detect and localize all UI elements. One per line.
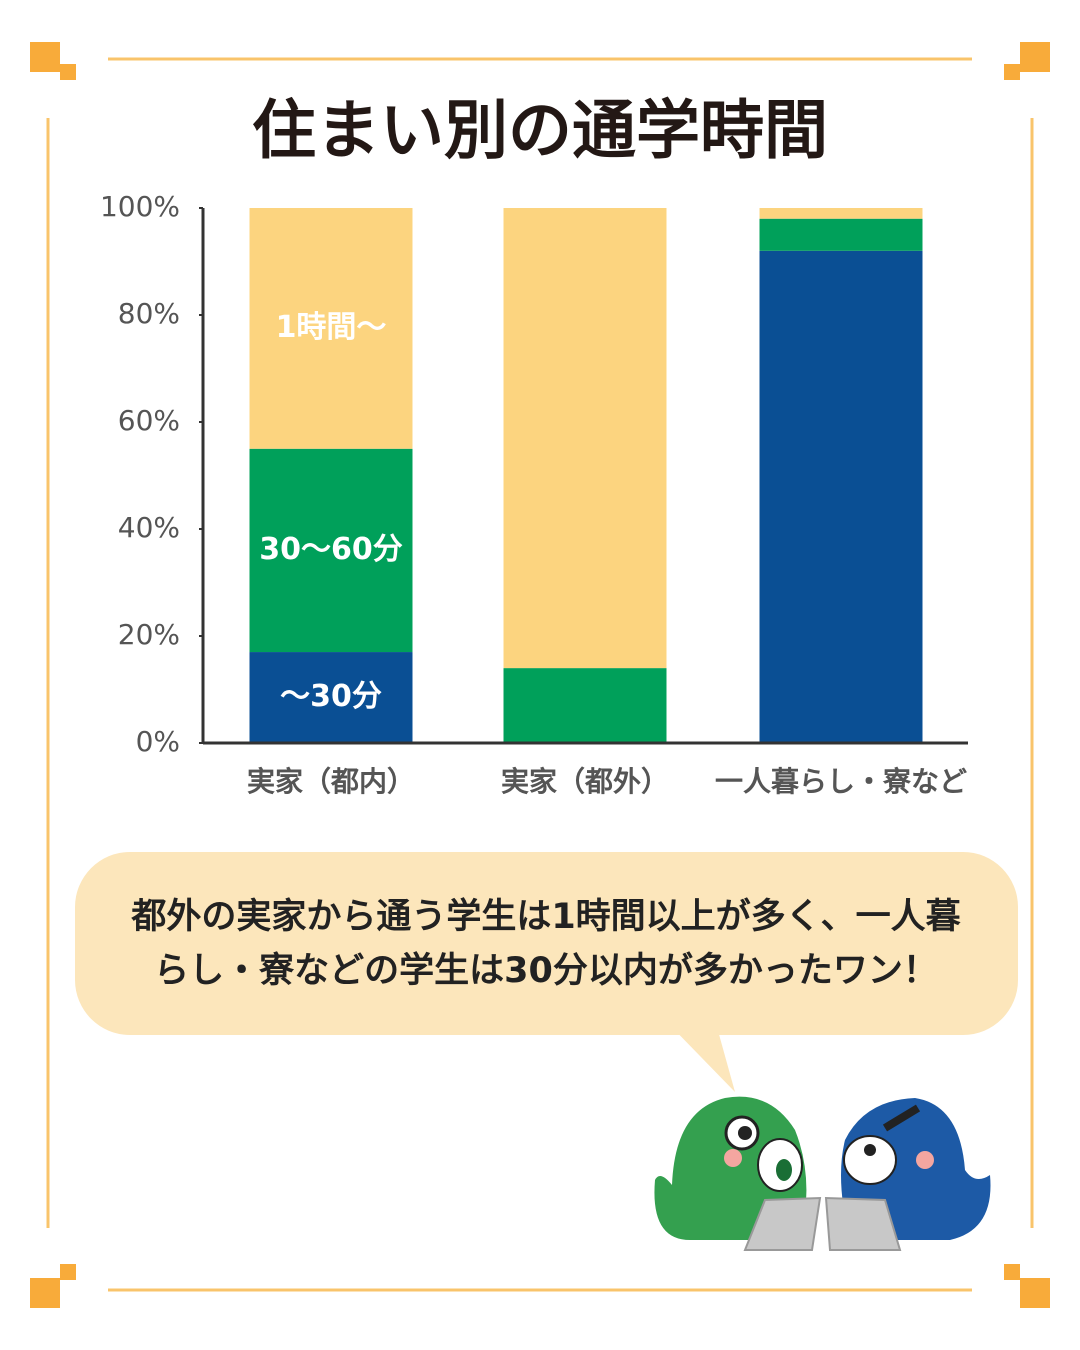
frame bbox=[46, 57, 1034, 1292]
speech-bubble: 都外の実家から通う学生は1時間以上が多く、一人暮 らし・寮などの学生は30分以内… bbox=[75, 852, 1018, 1092]
corner bbox=[60, 64, 76, 80]
brow bbox=[882, 1104, 921, 1132]
bar-segment bbox=[759, 250, 923, 744]
x-tick-label: 実家（都外） bbox=[501, 765, 669, 798]
bar-segment bbox=[249, 208, 413, 449]
nose bbox=[864, 1144, 876, 1156]
y-tick-label: 80% bbox=[118, 297, 180, 330]
y-tick-label: 60% bbox=[118, 404, 180, 437]
y-tick-label: 40% bbox=[118, 511, 180, 544]
y-tick-label: 100% bbox=[100, 190, 180, 223]
bar-segment bbox=[759, 218, 923, 251]
corner bbox=[30, 1278, 60, 1308]
muzzle bbox=[843, 1135, 897, 1185]
laptop bbox=[743, 1196, 822, 1251]
plot: 0% 20% 40% 60% 80% 100% 実家（都内） 〜30分 30〜60分 1時間〜実家… bbox=[100, 190, 967, 798]
pupil bbox=[738, 1126, 752, 1140]
corner bbox=[1004, 1264, 1020, 1280]
x-tick-label: 実家（都内） bbox=[247, 765, 415, 798]
segment-label: 30〜60分 bbox=[259, 532, 403, 567]
cheek bbox=[724, 1149, 742, 1167]
x-tick-label: 一人暮らし・寮など bbox=[715, 765, 967, 798]
bar-segment bbox=[249, 652, 413, 743]
frame-corners bbox=[30, 42, 1050, 1308]
corner bbox=[1020, 1278, 1050, 1308]
mouth bbox=[776, 1159, 792, 1181]
annotation: 都外の実家から通う学生は1時間以上が多く、一人暮 bbox=[130, 896, 960, 937]
corner bbox=[30, 42, 60, 72]
bubble bbox=[75, 852, 1018, 1035]
annotation: らし・寮などの学生は30分以内が多かったワン！ bbox=[154, 950, 938, 991]
bubble-tail bbox=[665, 1020, 735, 1092]
bar-segment bbox=[759, 208, 923, 219]
y-tick-label: 20% bbox=[118, 618, 180, 651]
laptop bbox=[824, 1196, 902, 1251]
bar-segment bbox=[503, 668, 667, 743]
bar-segment bbox=[503, 208, 667, 669]
mascots bbox=[654, 1096, 991, 1251]
chart-title: 住まい別の通学時間 bbox=[252, 95, 828, 169]
corner bbox=[1020, 42, 1050, 72]
bar-segment bbox=[249, 448, 413, 653]
segment-label: 〜30分 bbox=[280, 679, 382, 714]
cheek bbox=[916, 1151, 934, 1169]
segment-label: 1時間〜 bbox=[276, 310, 387, 345]
corner bbox=[60, 1264, 76, 1280]
y-tick-label: 0% bbox=[136, 725, 180, 758]
corner bbox=[1004, 64, 1020, 80]
